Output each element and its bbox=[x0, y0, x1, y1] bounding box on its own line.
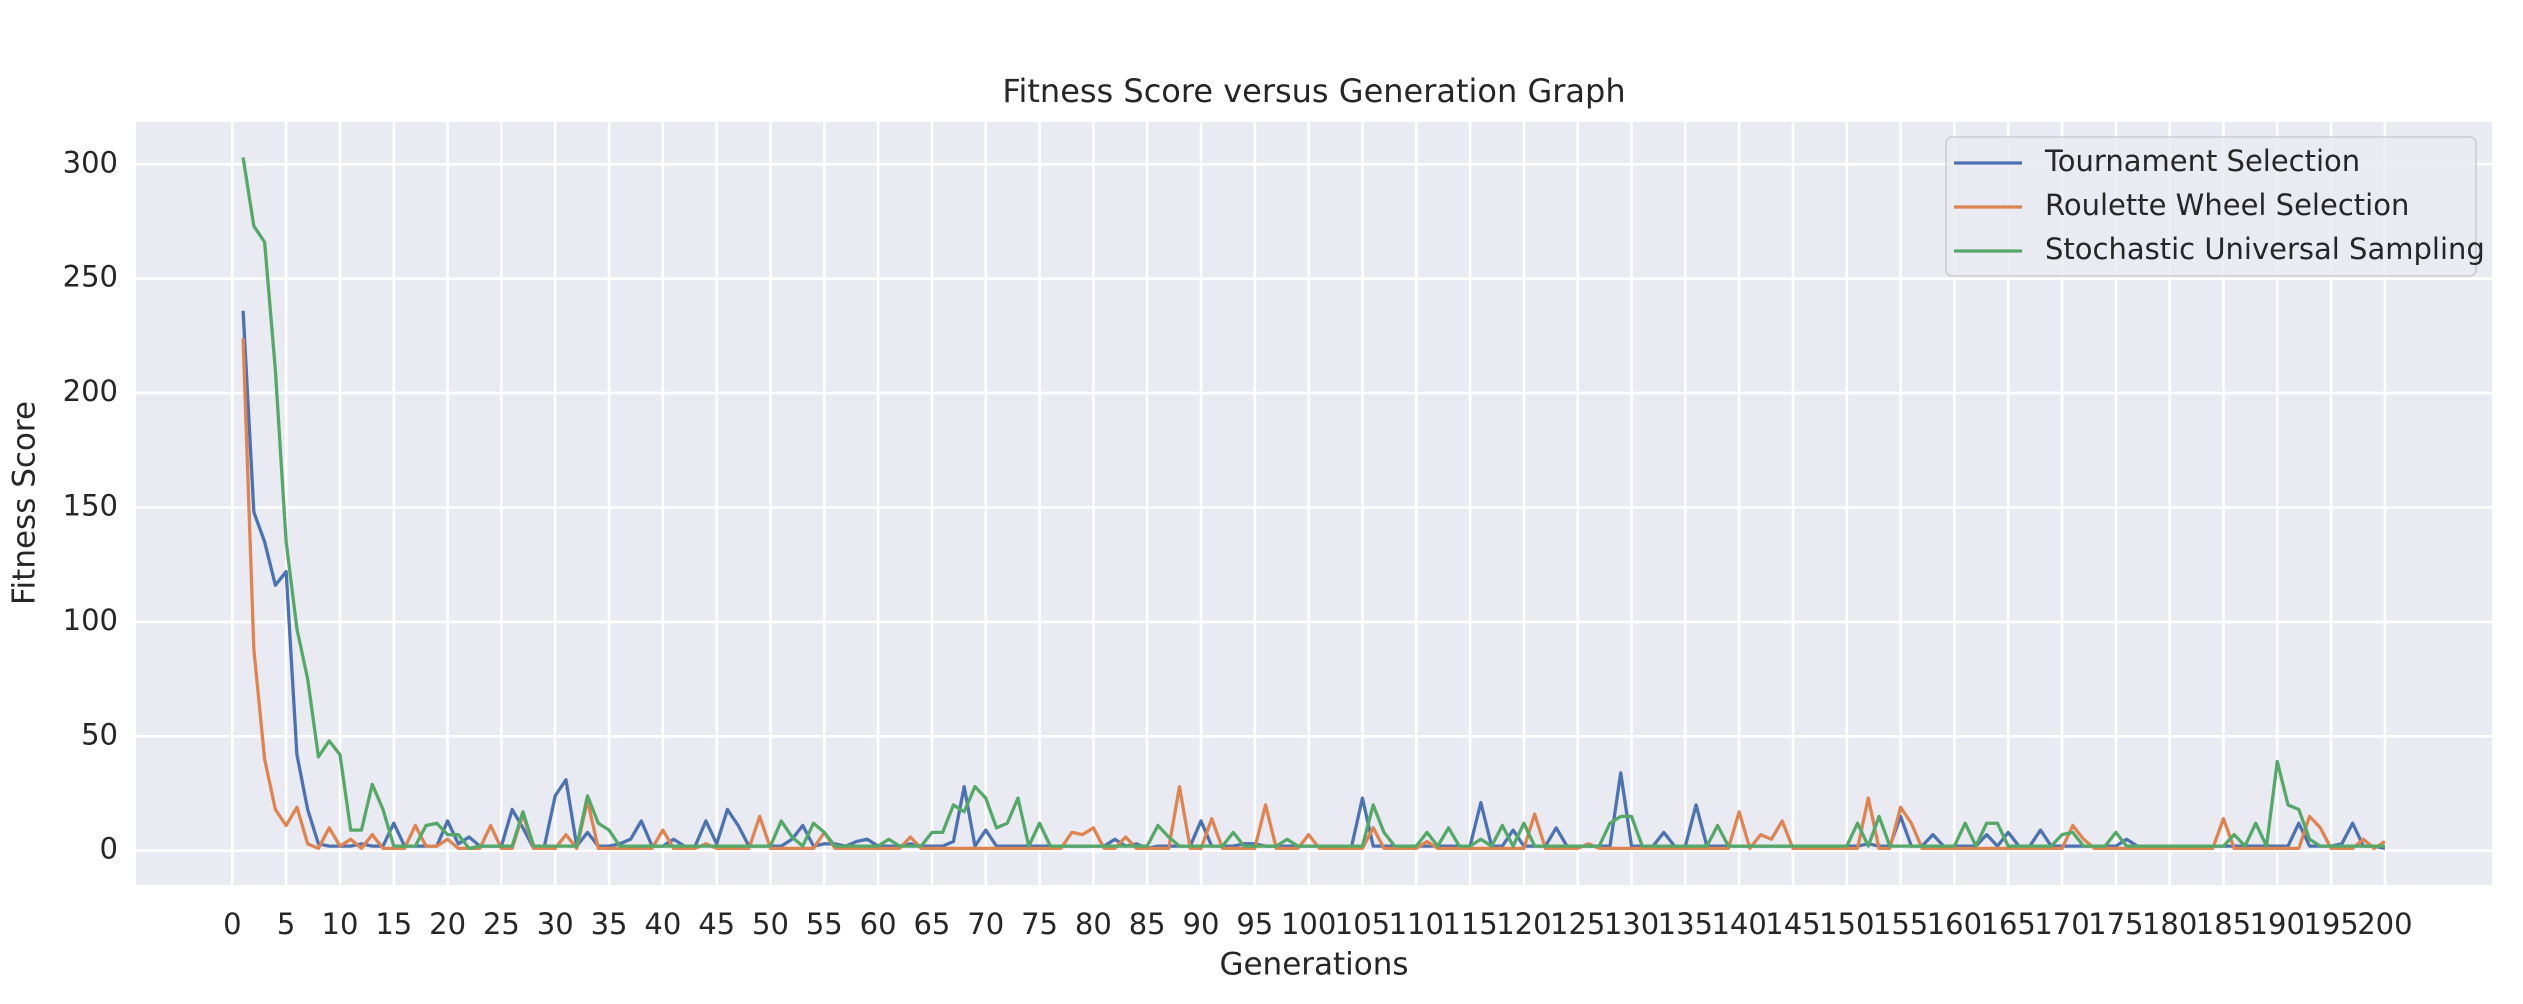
x-tick-label: 200 bbox=[2357, 907, 2412, 941]
x-tick-label: 190 bbox=[2250, 907, 2305, 941]
x-tick-label: 45 bbox=[698, 907, 735, 941]
y-tick-label: 300 bbox=[63, 145, 118, 179]
y-tick-label: 0 bbox=[100, 832, 118, 866]
x-tick-label: 165 bbox=[1981, 907, 2036, 941]
x-tick-label: 125 bbox=[1550, 907, 1605, 941]
y-tick-label: 50 bbox=[81, 717, 118, 751]
x-tick-label: 75 bbox=[1021, 907, 1058, 941]
x-tick-label: 170 bbox=[2034, 907, 2089, 941]
x-tick-label: 55 bbox=[806, 907, 843, 941]
series-line bbox=[241, 157, 2385, 851]
x-tick-label: 85 bbox=[1129, 907, 1166, 941]
x-tick-label: 40 bbox=[644, 907, 681, 941]
y-tick-label: 250 bbox=[63, 260, 118, 294]
x-tick-label: 100 bbox=[1281, 907, 1336, 941]
x-tick-label: 80 bbox=[1075, 907, 1112, 941]
series-line bbox=[241, 338, 2386, 851]
x-tick-label: 90 bbox=[1183, 907, 1220, 941]
legend-label: Roulette Wheel Selection bbox=[2045, 188, 2409, 222]
x-tick-label: 130 bbox=[1604, 907, 1659, 941]
x-tick-label: 95 bbox=[1236, 907, 1273, 941]
x-tick-label: 20 bbox=[429, 907, 466, 941]
chart-title: Fitness Score versus Generation Graph bbox=[1002, 72, 1625, 110]
x-tick-label: 65 bbox=[913, 907, 950, 941]
x-tick-label: 50 bbox=[752, 907, 789, 941]
x-tick-label: 160 bbox=[1927, 907, 1982, 941]
y-tick-label: 150 bbox=[63, 489, 118, 523]
legend-box bbox=[1945, 136, 2477, 277]
x-axis-label: Generations bbox=[1219, 947, 1408, 983]
x-tick-label: 120 bbox=[1496, 907, 1551, 941]
y-tick-label: 100 bbox=[63, 603, 118, 637]
legend-label: Stochastic Universal Sampling bbox=[2045, 232, 2485, 266]
x-tick-label: 70 bbox=[967, 907, 1004, 941]
x-tick-label: 0 bbox=[223, 907, 241, 941]
x-tick-label: 60 bbox=[860, 907, 897, 941]
x-tick-label: 5 bbox=[277, 907, 295, 941]
x-tick-label: 180 bbox=[2142, 907, 2197, 941]
x-tick-label: 175 bbox=[2088, 907, 2143, 941]
x-tick-label: 35 bbox=[591, 907, 628, 941]
x-tick-label: 140 bbox=[1711, 907, 1766, 941]
x-tick-label: 135 bbox=[1658, 907, 1713, 941]
y-axis-label: Fitness Score bbox=[7, 401, 43, 605]
x-tick-label: 155 bbox=[1873, 907, 1928, 941]
x-tick-label: 115 bbox=[1442, 907, 1497, 941]
legend-label: Tournament Selection bbox=[2044, 144, 2360, 178]
x-tick-label: 195 bbox=[2303, 907, 2358, 941]
y-tick-label: 200 bbox=[63, 374, 118, 408]
x-tick-label: 105 bbox=[1335, 907, 1390, 941]
x-tick-label: 10 bbox=[322, 907, 359, 941]
x-tick-label: 110 bbox=[1389, 907, 1444, 941]
x-tick-label: 15 bbox=[375, 907, 412, 941]
x-tick-label: 30 bbox=[537, 907, 574, 941]
x-tick-label: 25 bbox=[483, 907, 520, 941]
x-tick-label: 145 bbox=[1765, 907, 1820, 941]
x-tick-label: 150 bbox=[1819, 907, 1874, 941]
x-tick-label: 185 bbox=[2196, 907, 2251, 941]
